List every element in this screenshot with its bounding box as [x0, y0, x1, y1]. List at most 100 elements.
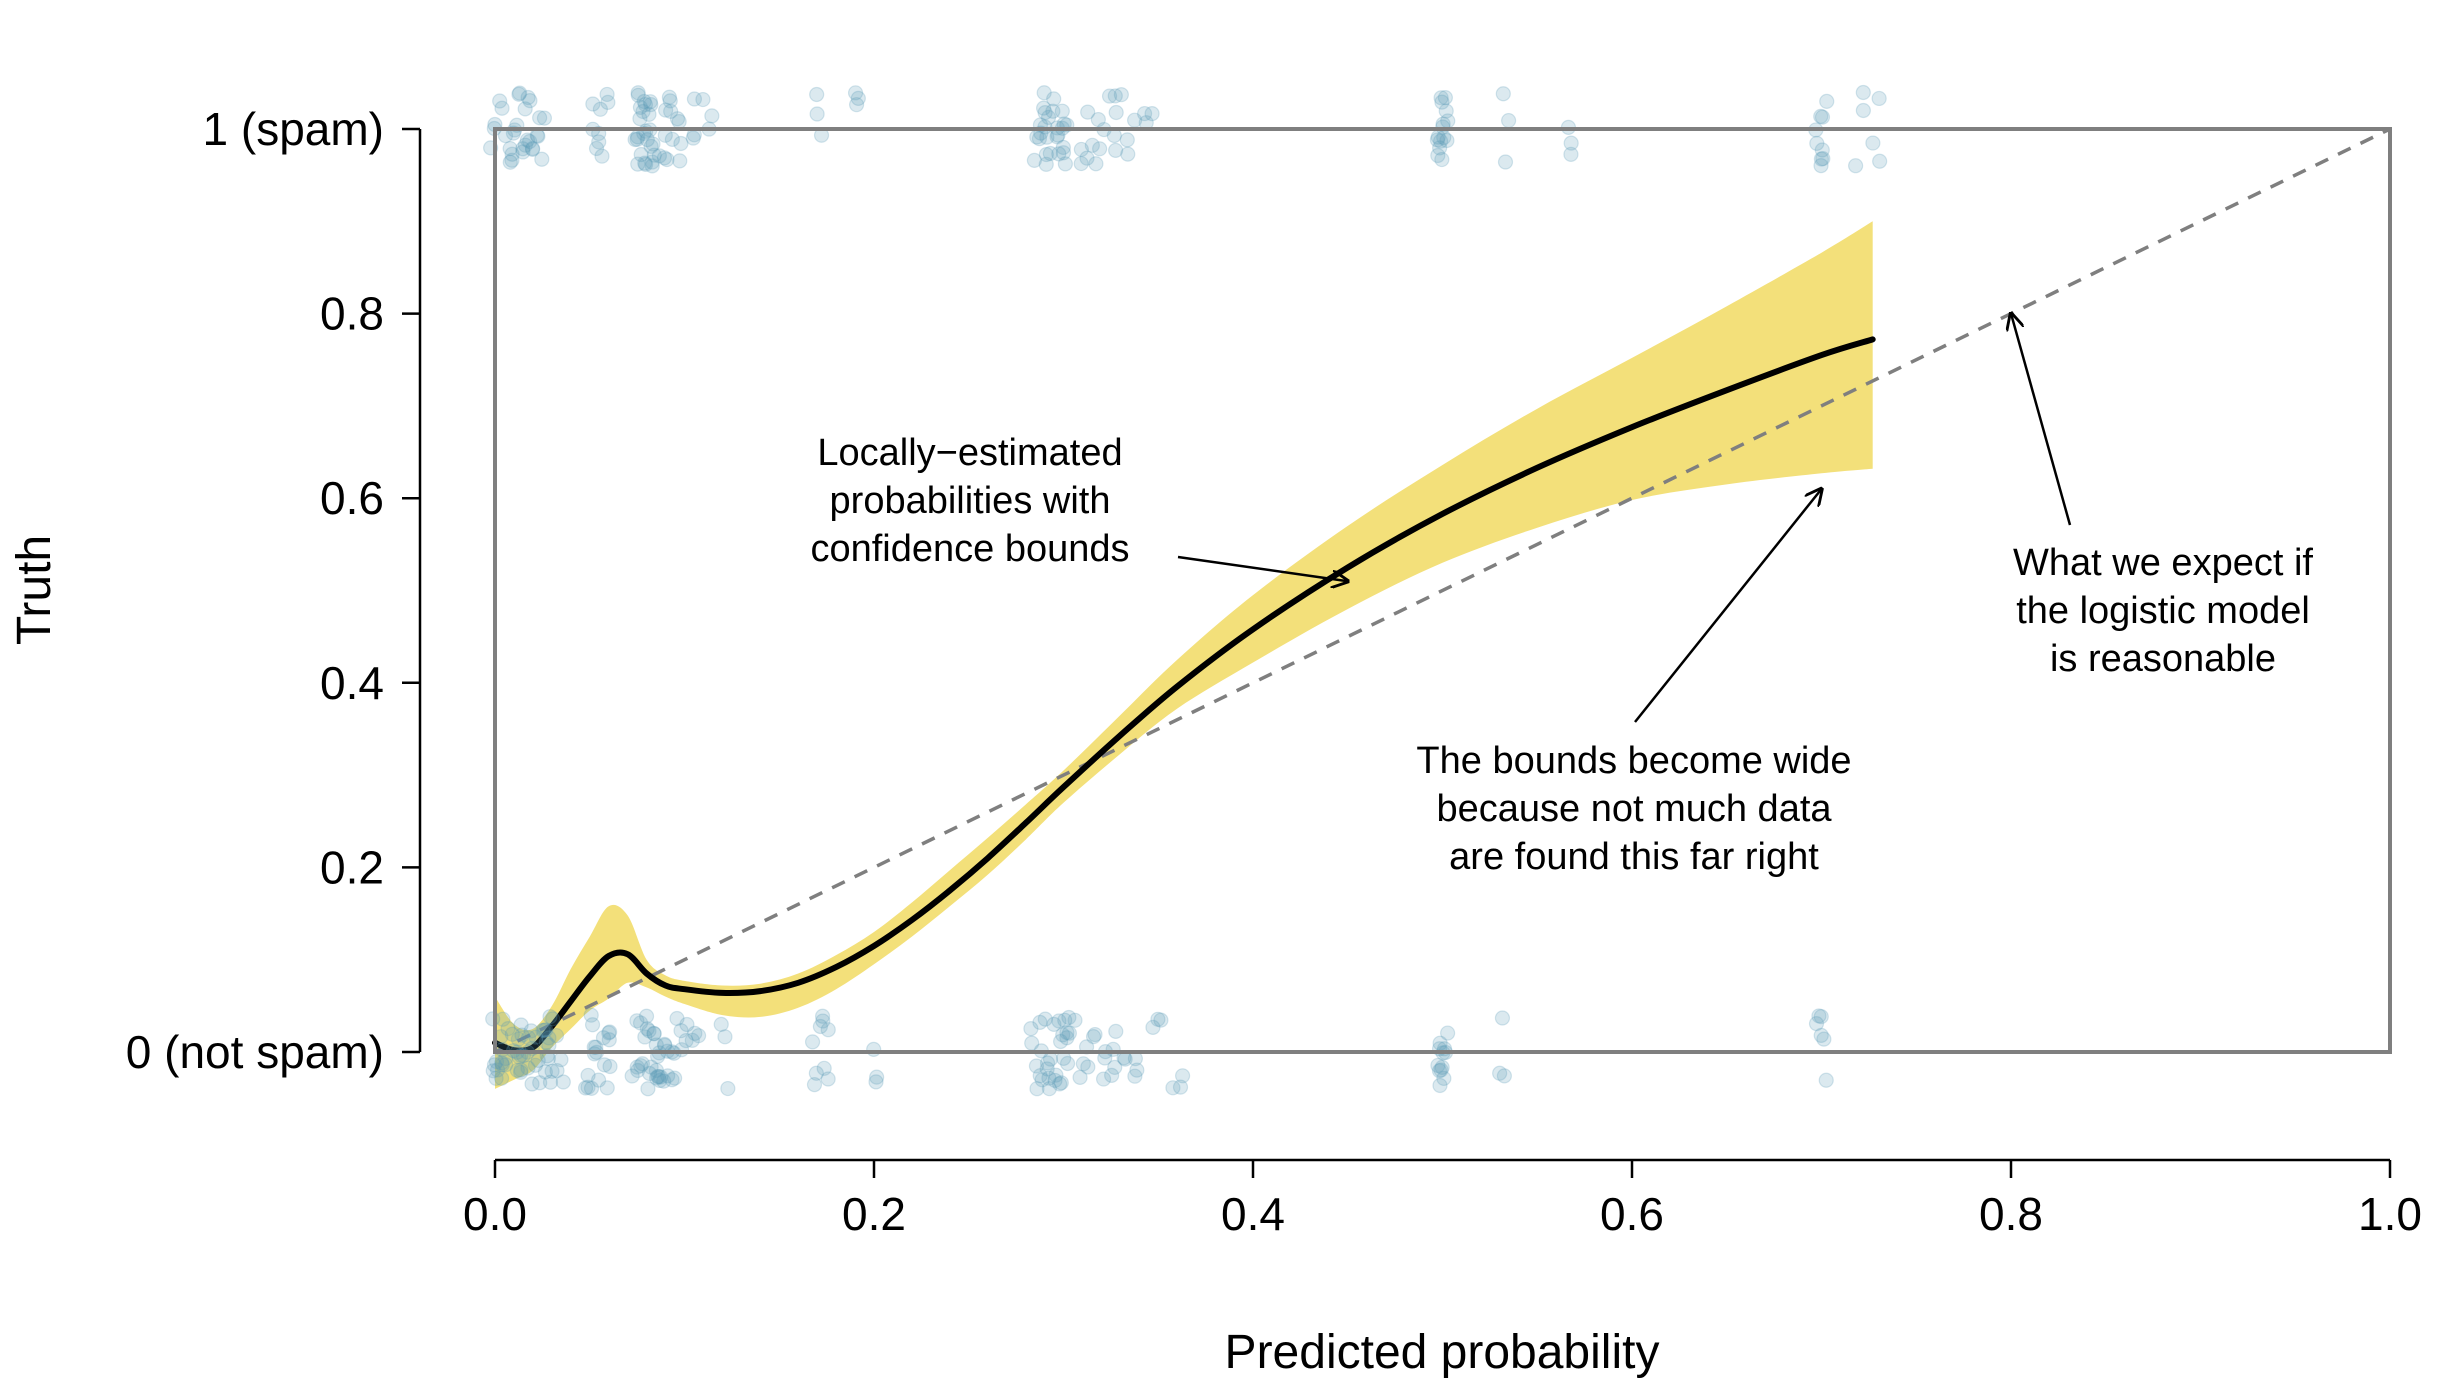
- point-not-spam: [1165, 1080, 1181, 1096]
- point-not-spam: [634, 1056, 650, 1072]
- point-not-spam: [1813, 1009, 1829, 1025]
- point-not-spam: [1028, 1058, 1045, 1074]
- point-spam: [599, 86, 615, 103]
- point-spam: [662, 93, 678, 109]
- point-not-spam: [637, 1029, 653, 1045]
- point-not-spam: [1041, 1081, 1057, 1097]
- point-not-spam: [641, 1065, 658, 1082]
- point-not-spam: [815, 1013, 831, 1029]
- x-axis-label: Predicted probability: [1225, 1326, 1660, 1379]
- point-not-spam: [500, 1020, 516, 1037]
- point-spam: [1495, 86, 1511, 102]
- point-not-spam: [510, 1031, 526, 1047]
- point-not-spam: [1059, 1030, 1075, 1046]
- point-not-spam: [1055, 1027, 1071, 1043]
- point-not-spam: [648, 1062, 664, 1079]
- point-spam: [1088, 156, 1104, 172]
- point-spam: [1497, 154, 1514, 170]
- point-spam: [673, 135, 689, 152]
- point-not-spam: [629, 1013, 645, 1029]
- axes-layer: 0.0 0.2 0.4 0.6 0.8 1.0 0 (not spam) 0.2 0.4 0.6 0…: [126, 103, 2422, 1240]
- point-spam: [809, 106, 825, 122]
- point-not-spam: [669, 1010, 685, 1027]
- point-not-spam: [1492, 1065, 1508, 1081]
- point-spam: [671, 113, 687, 130]
- point-spam: [1433, 90, 1449, 106]
- point-not-spam: [520, 1030, 537, 1046]
- point-not-spam: [646, 1026, 662, 1042]
- point-not-spam: [1430, 1057, 1446, 1074]
- point-not-spam: [553, 1052, 569, 1068]
- point-spam: [695, 91, 711, 108]
- point-not-spam: [601, 1025, 617, 1041]
- point-spam: [1037, 105, 1053, 121]
- point-spam: [1040, 109, 1057, 125]
- point-not-spam: [536, 1022, 552, 1038]
- point-not-spam: [555, 1074, 571, 1090]
- point-spam: [1038, 156, 1054, 172]
- reference-line: [494, 127, 2391, 1054]
- point-not-spam: [640, 1081, 656, 1097]
- point-spam: [517, 137, 533, 153]
- point-not-spam: [651, 1069, 667, 1085]
- point-not-spam: [509, 1062, 525, 1078]
- point-not-spam: [1174, 1068, 1191, 1084]
- point-not-spam: [596, 1057, 613, 1073]
- point-spam: [644, 158, 660, 174]
- point-not-spam: [513, 1064, 529, 1080]
- point-spam: [1434, 151, 1450, 168]
- point-not-spam: [1080, 1059, 1096, 1075]
- point-spam: [532, 110, 548, 126]
- point-spam: [629, 131, 645, 147]
- point-not-spam: [1104, 1067, 1120, 1083]
- point-not-spam: [806, 1077, 823, 1093]
- point-spam: [638, 156, 654, 172]
- point-spam: [494, 100, 510, 116]
- point-spam: [1101, 88, 1118, 104]
- point-not-spam: [1053, 1033, 1069, 1050]
- point-not-spam: [667, 1070, 683, 1086]
- point-spam: [504, 146, 520, 162]
- point-spam: [664, 131, 680, 147]
- point-not-spam: [601, 1032, 617, 1048]
- annotation-text: because not much data: [1436, 788, 1832, 830]
- point-spam: [630, 85, 646, 101]
- annotation-arrow: [2011, 314, 2072, 526]
- point-not-spam: [513, 1062, 529, 1078]
- point-not-spam: [868, 1074, 884, 1090]
- annotation-arrow: [1634, 489, 1822, 723]
- point-not-spam: [1032, 1014, 1048, 1030]
- point-not-spam: [488, 1070, 504, 1086]
- point-not-spam: [624, 1068, 640, 1084]
- point-not-spam: [1075, 1056, 1091, 1072]
- point-spam: [1855, 102, 1871, 119]
- point-not-spam: [498, 1057, 514, 1073]
- point-not-spam: [687, 1025, 703, 1042]
- point-spam: [1092, 141, 1108, 157]
- point-not-spam: [1039, 1061, 1055, 1077]
- point-spam: [591, 134, 607, 150]
- point-spam: [1813, 108, 1829, 125]
- point-not-spam: [535, 1022, 551, 1039]
- point-spam: [1051, 146, 1067, 162]
- point-spam: [1855, 84, 1871, 101]
- point-not-spam: [538, 1022, 554, 1038]
- point-not-spam: [866, 1041, 882, 1057]
- point-spam: [1045, 103, 1061, 119]
- point-not-spam: [639, 1021, 655, 1037]
- point-not-spam: [808, 1065, 824, 1081]
- point-not-spam: [653, 1069, 669, 1085]
- point-not-spam: [629, 1059, 645, 1075]
- point-spam: [633, 146, 649, 163]
- point-not-spam: [489, 1062, 506, 1078]
- point-spam: [1872, 153, 1888, 169]
- point-spam: [1107, 88, 1123, 104]
- point-spam: [1814, 142, 1830, 158]
- point-spam: [1073, 155, 1089, 172]
- point-not-spam: [1037, 1011, 1053, 1027]
- point-spam: [502, 154, 518, 170]
- point-spam: [672, 153, 688, 169]
- point-not-spam: [590, 1072, 607, 1088]
- point-spam: [1073, 141, 1089, 158]
- point-not-spam: [1041, 1070, 1057, 1086]
